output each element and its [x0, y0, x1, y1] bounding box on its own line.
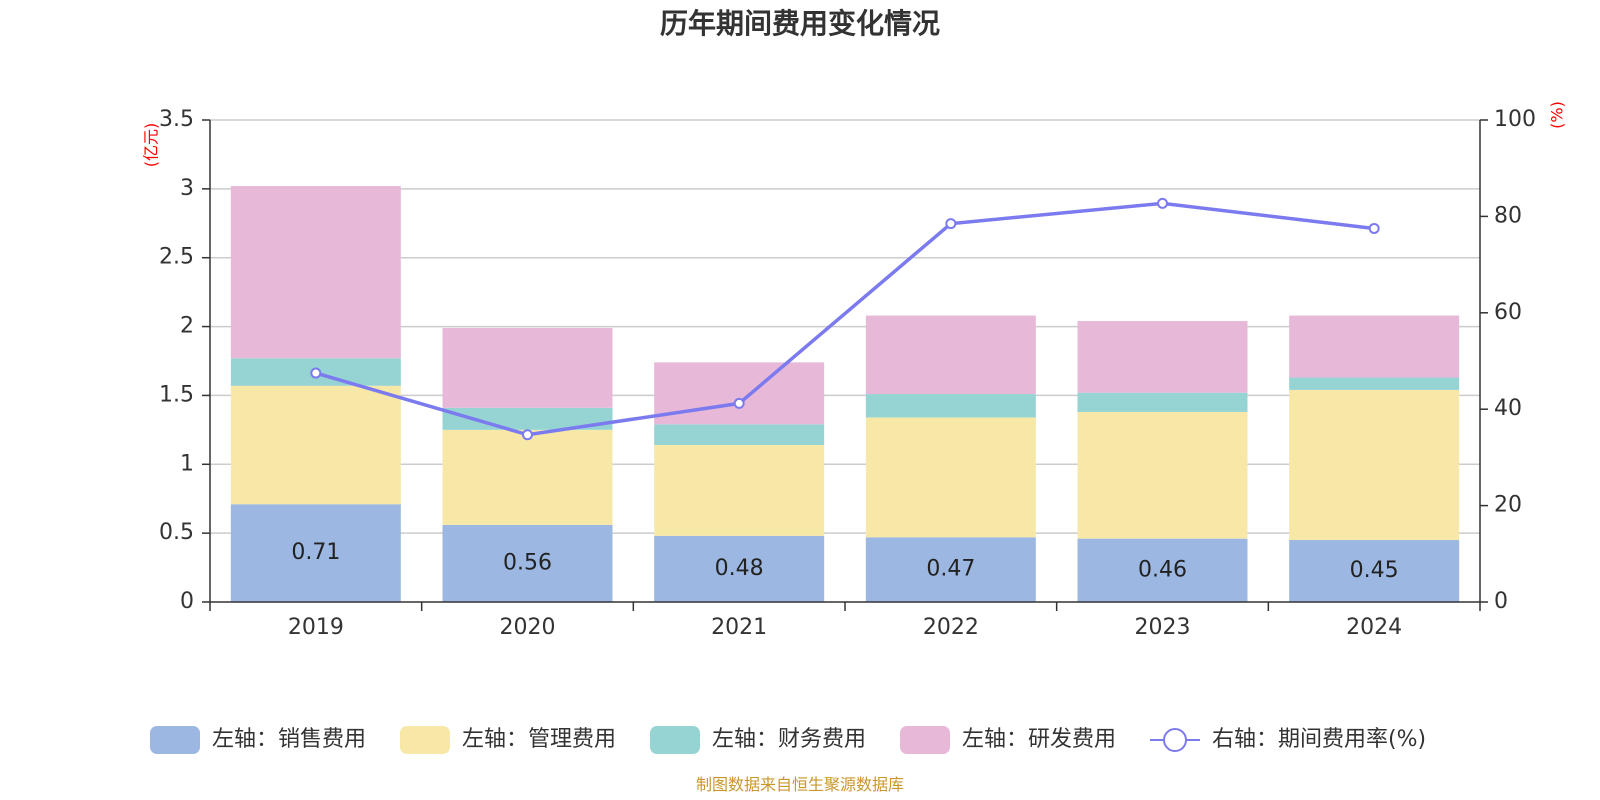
data-label: 0.45	[1350, 558, 1399, 583]
bar-3-2022	[865, 394, 1036, 418]
bar-1-2024	[1289, 540, 1460, 602]
left-axis-unit: (亿元)	[142, 123, 161, 168]
axes: 0 0.5 1 1.5 2 2.5 3 3.5 0 20 40 60 80 100 2019 2020 2021…	[159, 107, 1536, 640]
bar-3-2024	[1289, 377, 1460, 390]
bar-1-2021	[654, 535, 825, 602]
bar-1-2023	[1077, 538, 1248, 602]
legend-label-2: 左轴：管理费用	[462, 727, 616, 752]
bar-1-2019	[230, 504, 401, 602]
legend-label-4: 左轴：研发费用	[962, 727, 1116, 752]
line-point	[310, 367, 322, 379]
bar-3-2020	[442, 407, 613, 430]
grid-lines	[210, 119, 1480, 534]
right-axis-tick-label: 100	[1494, 107, 1536, 132]
left-axis-tick-label: 3	[180, 176, 194, 201]
x-axis-tick-label: 2019	[288, 615, 344, 640]
x-axis-tick-label: 2021	[711, 615, 767, 640]
bar-4-2021	[654, 362, 825, 425]
x-axis-tick-label: 2020	[500, 615, 556, 640]
legend-swatch-4	[900, 726, 950, 754]
legend: 左轴：销售费用 左轴：管理费用 左轴：财务费用 左轴：研发费用 右轴：期间费用率(%)	[150, 726, 1426, 754]
left-axis-tick-label: 3.5	[159, 107, 194, 132]
bar-4-2019	[230, 186, 401, 359]
right-axis-tick-label: 20	[1494, 493, 1522, 518]
bar-2-2022	[865, 417, 1036, 538]
line-series-group	[310, 197, 1380, 441]
bar-3-2023	[1077, 392, 1248, 412]
data-label: 0.56	[503, 550, 552, 575]
legend-swatch-2	[400, 726, 450, 754]
bar-1-2022	[865, 537, 1036, 602]
bar-3-2021	[654, 424, 825, 446]
left-axis-tick-label: 2.5	[159, 245, 194, 270]
left-axis-tick-label: 2	[180, 314, 194, 339]
data-label: 0.47	[926, 557, 975, 582]
data-labels: 0.71 0.56 0.48 0.47 0.46 0.45	[291, 540, 1398, 583]
bar-series-group	[230, 186, 1460, 602]
bar-2-2023	[1077, 411, 1248, 539]
left-axis-tick-label: 0	[180, 589, 194, 614]
line-point	[522, 429, 533, 441]
bar-4-2022	[865, 315, 1036, 395]
bar-4-2023	[1077, 321, 1248, 393]
bar-2-2021	[654, 445, 825, 536]
legend-swatch-3	[650, 726, 700, 754]
bar-1-2020	[442, 524, 613, 602]
right-axis-tick-label: 60	[1494, 300, 1522, 325]
data-label: 0.48	[715, 556, 764, 581]
legend-swatch-1	[150, 726, 200, 754]
right-axis-tick-label: 40	[1494, 396, 1522, 421]
data-label: 0.46	[1138, 557, 1187, 582]
legend-line-marker	[1163, 728, 1187, 752]
line-point	[1368, 222, 1380, 234]
bar-4-2024	[1289, 315, 1460, 378]
x-axis-tick-label: 2024	[1346, 615, 1402, 640]
left-axis-tick-label: 1.5	[159, 382, 194, 407]
legend-label-3: 左轴：财务费用	[712, 727, 866, 752]
line-point	[945, 218, 957, 230]
bar-2-2020	[442, 429, 613, 525]
chart-title: 历年期间费用变化情况	[660, 7, 940, 40]
right-axis-tick-label: 80	[1494, 203, 1522, 228]
left-axis-tick-label: 0.5	[159, 520, 194, 545]
line-series-path	[315, 201, 1375, 437]
right-axis-tick-label: 0	[1494, 589, 1508, 614]
left-axis-tick-label: 1	[180, 451, 194, 476]
bar-2-2019	[230, 385, 401, 505]
x-axis-tick-label: 2023	[1135, 615, 1191, 640]
right-axis-unit: (%)	[1548, 101, 1567, 129]
x-axis-tick-label: 2022	[923, 615, 979, 640]
bar-2-2024	[1289, 389, 1460, 541]
line-point	[733, 397, 745, 409]
legend-label-5: 右轴：期间费用率(%)	[1212, 727, 1426, 752]
data-label: 0.71	[291, 540, 340, 565]
legend-label-1: 左轴：销售费用	[212, 727, 366, 752]
source-note: 制图数据来自恒生聚源数据库	[696, 775, 904, 794]
bar-4-2020	[442, 327, 613, 408]
line-point	[1157, 197, 1168, 209]
